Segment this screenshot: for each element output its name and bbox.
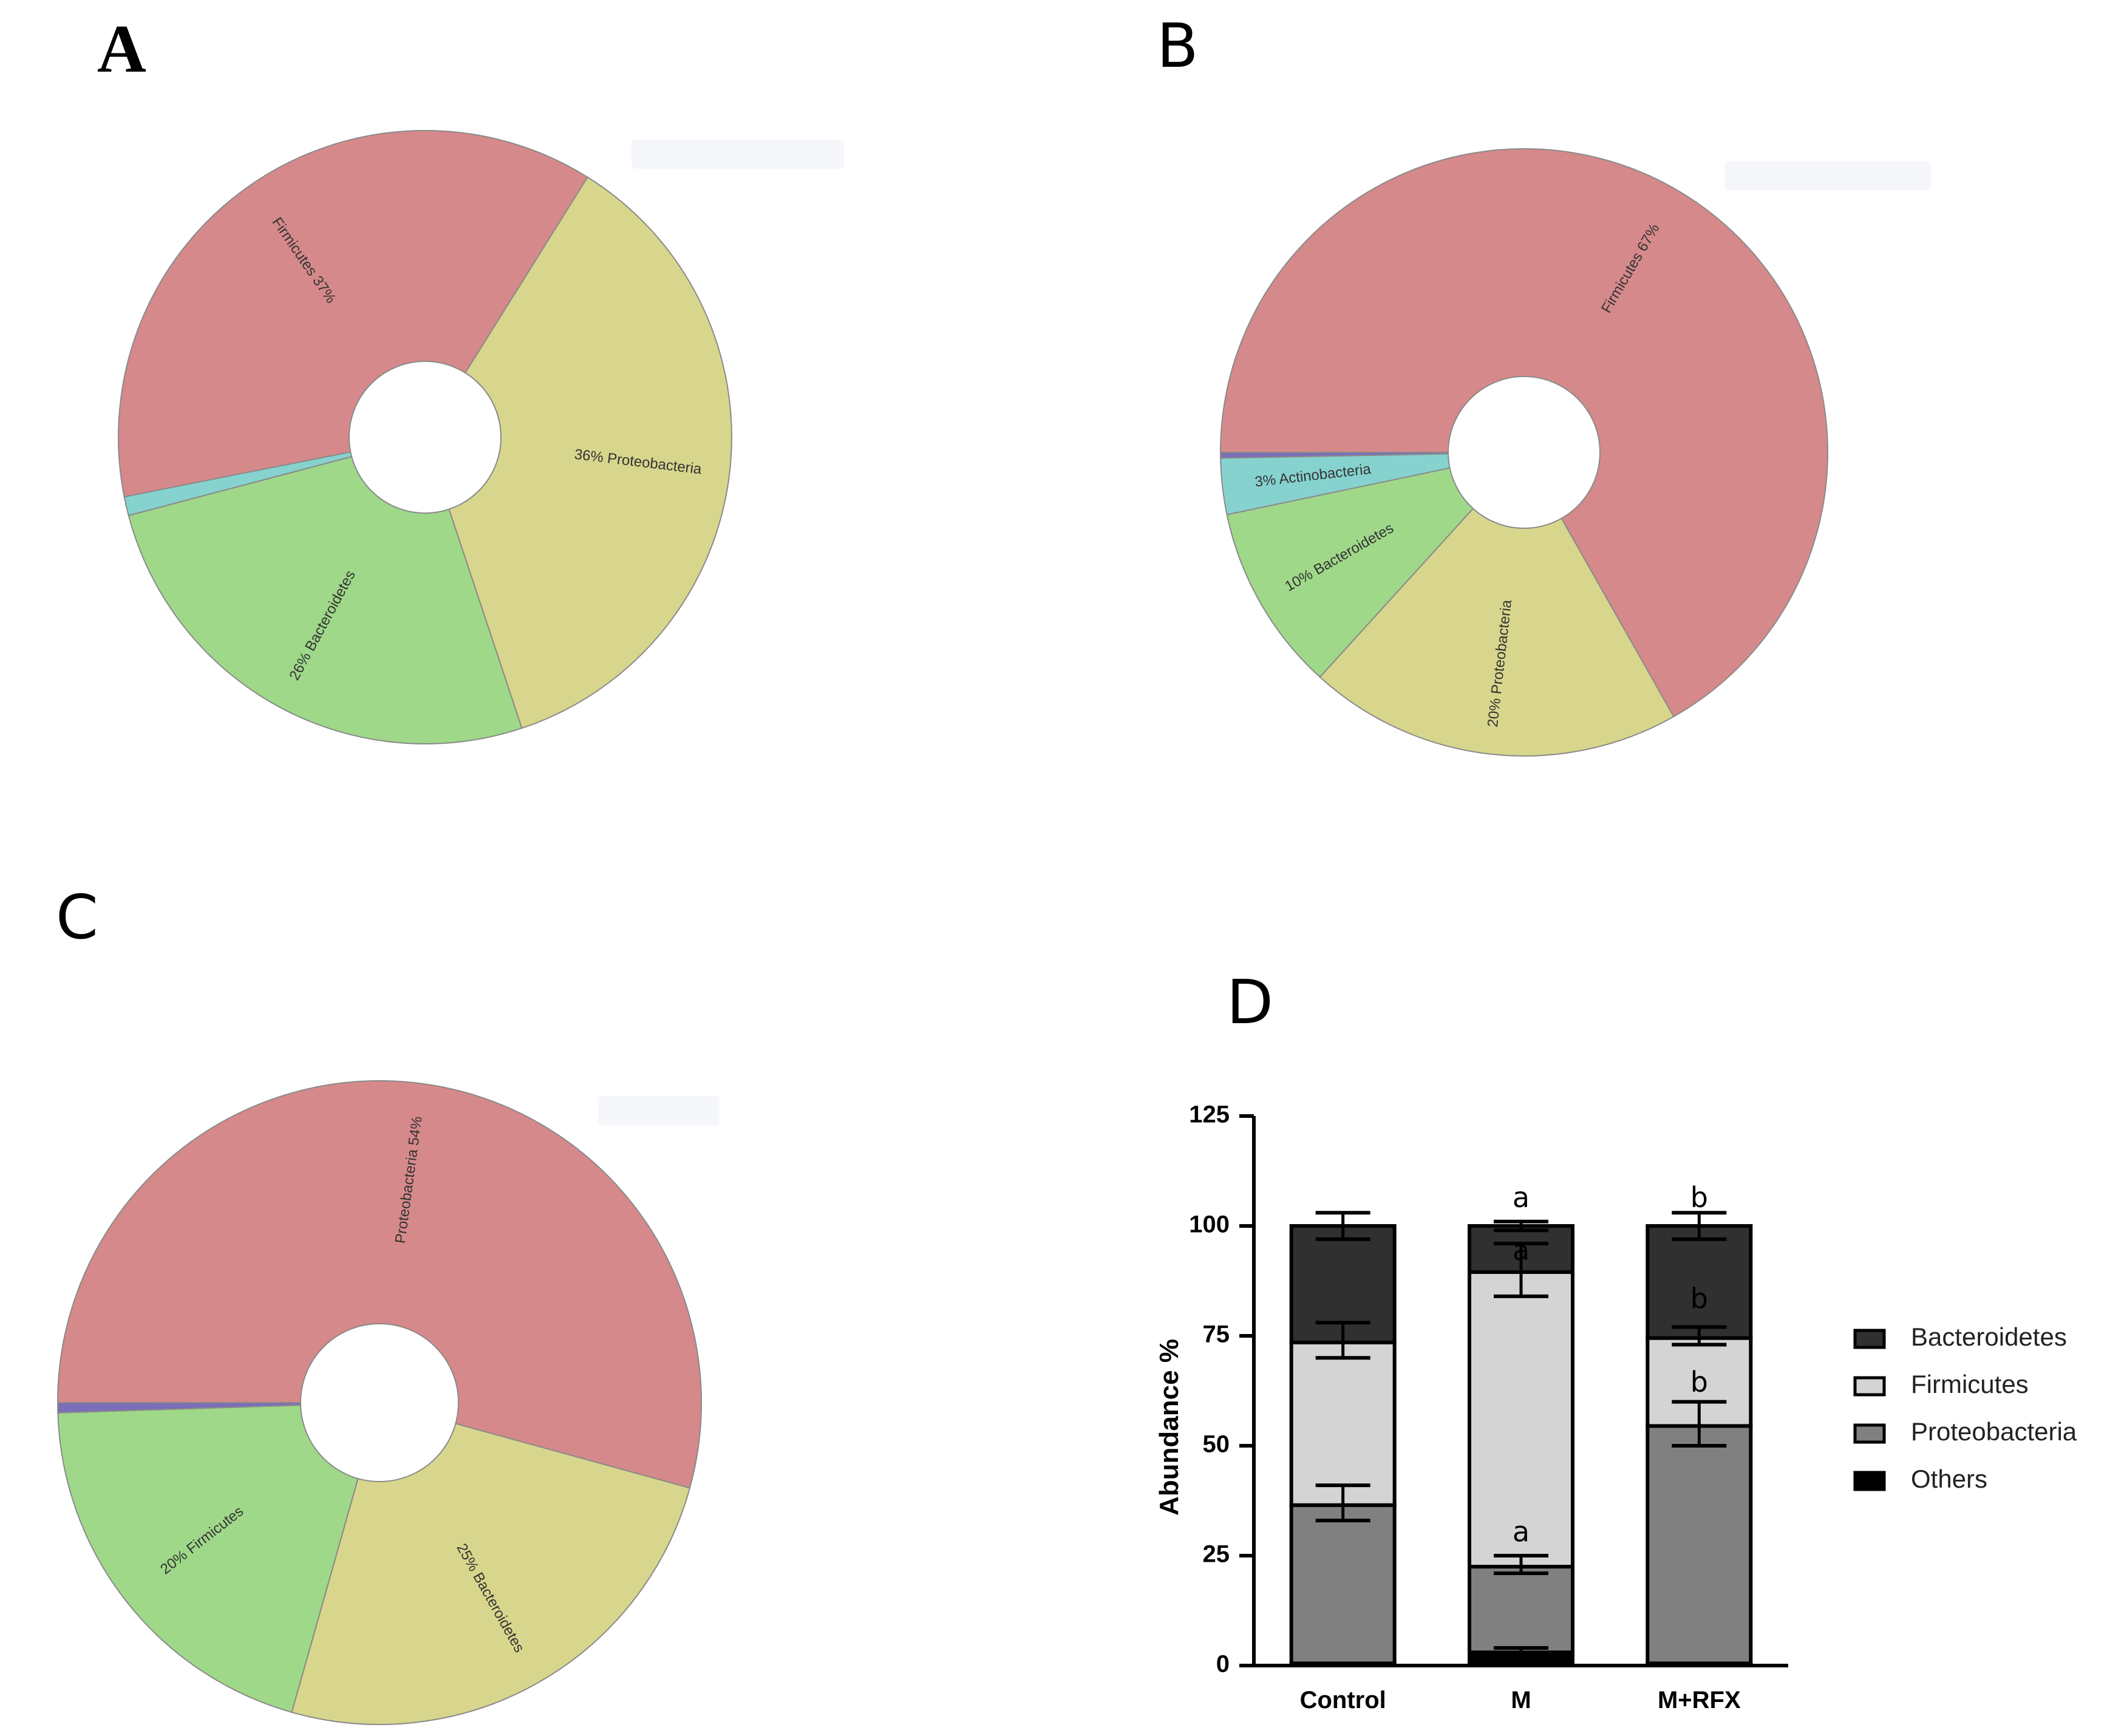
pie-b-center-hole	[1448, 376, 1601, 529]
faded-legend-b	[1724, 161, 1931, 190]
legend-label-firmicutes: Firmicutes	[1911, 1370, 2029, 1398]
legend-label-proteobacteria: Proteobacteria	[1911, 1417, 2077, 1446]
bar-m-rfx-bacteroidetes	[1646, 1224, 1753, 1340]
y-tick-label-75: 75	[1203, 1321, 1230, 1348]
y-tick-label-0: 0	[1216, 1651, 1230, 1678]
error-bar-m-rfx-8	[1672, 1325, 1727, 1347]
panel-letter-d: D	[1227, 967, 1273, 1038]
error-bar-control-1	[1315, 1321, 1370, 1360]
bar-m-firmicutes	[1468, 1270, 1574, 1569]
significance-label-m-rfx-5: b	[1690, 1366, 1708, 1398]
significance-label-m-2: a	[1513, 1515, 1530, 1548]
error-bar-control-2	[1315, 1211, 1370, 1241]
pie-a-slice-bacteroidetes	[128, 436, 523, 744]
pie-c-slice-proteobacteria	[56, 1080, 702, 1489]
error-bar-m-5	[1494, 1241, 1548, 1298]
pie-c-center-hole	[300, 1323, 459, 1482]
y-tick-label-100: 100	[1189, 1211, 1230, 1238]
pie-a-center-hole	[349, 361, 502, 514]
x-tick-label-control: Control	[1300, 1687, 1386, 1714]
pie-b-slice-bacteroidetes	[1226, 451, 1526, 678]
significance-label-m-0: a	[1513, 1181, 1530, 1214]
legend-label-others: Others	[1911, 1465, 1987, 1493]
y-tick-label-50: 50	[1203, 1431, 1230, 1458]
error-bar-m-6	[1494, 1219, 1548, 1233]
error-bar-m-rfx-7	[1672, 1400, 1727, 1448]
bar-control-firmicutes	[1289, 1340, 1397, 1507]
pie-c-slice-others	[56, 1402, 380, 1414]
y-axis-label: Abundance %	[1154, 1339, 1184, 1516]
error-bar-control-0	[1315, 1483, 1370, 1523]
bar-control-proteobacteria	[1289, 1503, 1397, 1666]
x-tick-label-m-rfx: M+RFX	[1658, 1687, 1741, 1714]
y-tick-label-125: 125	[1189, 1101, 1230, 1128]
panel-letter-a: A	[97, 12, 146, 87]
pie-a-slice-firmicutes	[118, 130, 588, 498]
error-bar-m-rfx-9	[1672, 1211, 1727, 1241]
legend-label-bacteroidetes: Bacteroidetes	[1911, 1322, 2067, 1351]
pie-b-slice-proteobacteria	[1319, 451, 1675, 757]
bar-m-rfx-proteobacteria	[1646, 1424, 1753, 1666]
legend-swatch-bacteroidetes	[1853, 1329, 1886, 1349]
significance-label-m-rfx-4: b	[1690, 1282, 1708, 1315]
panel-letter-b: B	[1157, 10, 1199, 81]
y-tick-label-25: 25	[1203, 1541, 1230, 1568]
legend-swatch-others	[1853, 1471, 1886, 1491]
faded-legend-c	[598, 1096, 720, 1125]
legend-swatch-firmicutes	[1853, 1376, 1886, 1397]
pie-c-slice-bacteroidetes	[291, 1401, 691, 1725]
pie-c-slice-firmicutes	[57, 1401, 381, 1714]
significance-label-m-rfx-3: b	[1690, 1181, 1708, 1214]
error-bar-m-3	[1494, 1646, 1548, 1659]
faded-legend-a	[631, 140, 844, 169]
bar-m-proteobacteria	[1468, 1565, 1574, 1655]
panel-letter-c: C	[56, 882, 98, 953]
error-bar-m-4	[1494, 1554, 1548, 1575]
x-tick-label-m: M	[1511, 1687, 1531, 1714]
legend-swatch-proteobacteria	[1853, 1423, 1886, 1444]
significance-label-m-1: a	[1513, 1234, 1530, 1267]
